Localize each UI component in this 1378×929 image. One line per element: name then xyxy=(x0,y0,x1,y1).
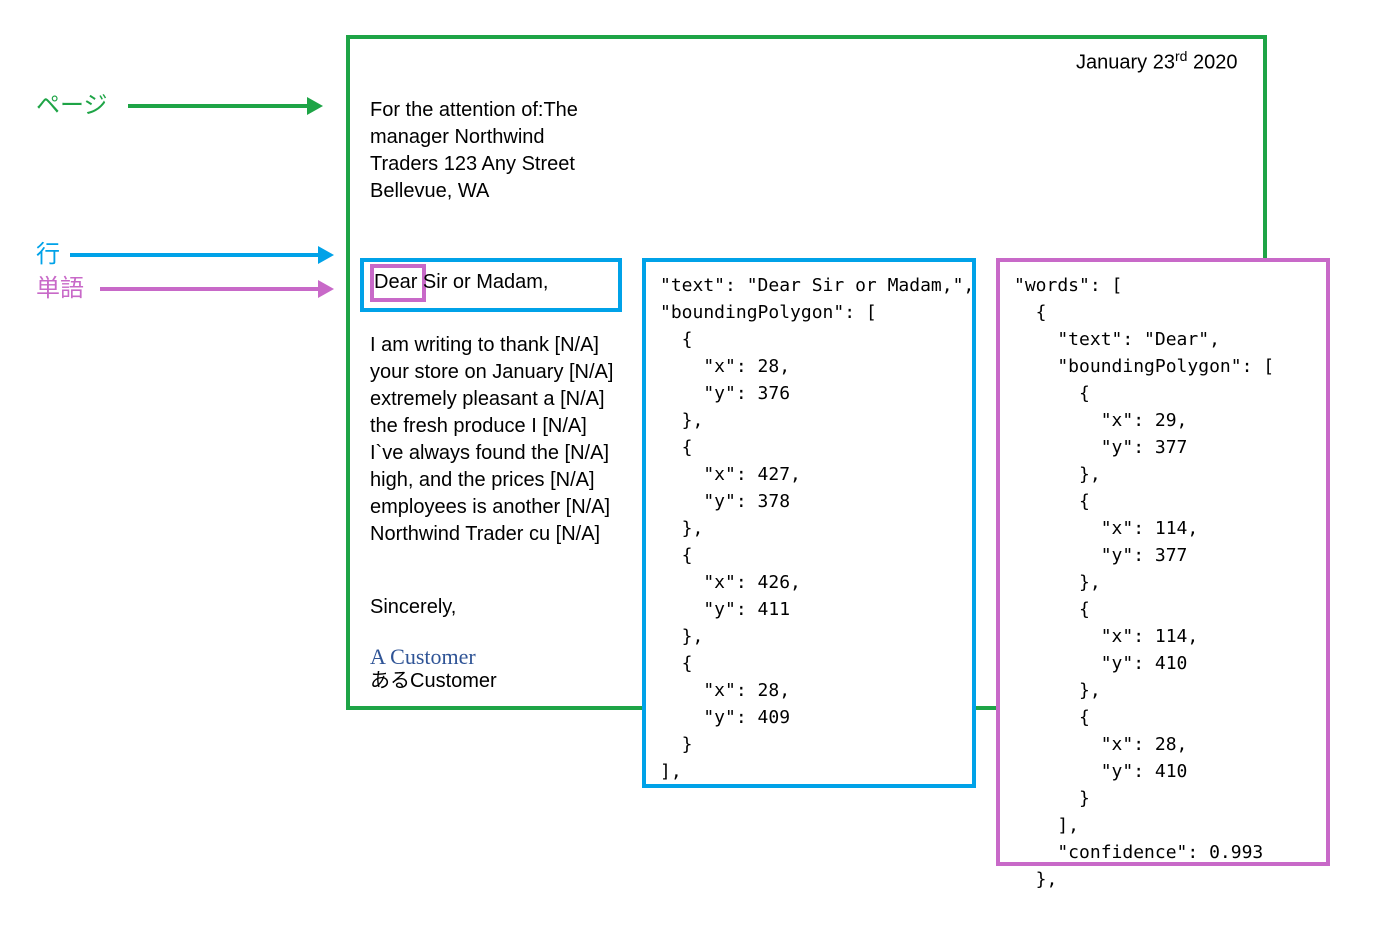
arrow-line-shape xyxy=(70,253,319,257)
date-suffix: 2020 xyxy=(1187,52,1237,74)
arrow-line-shape xyxy=(128,104,308,108)
label-line: 行 xyxy=(36,234,60,269)
attention-line: For the attention of:The xyxy=(370,97,578,124)
letter-greeting: Dear Sir or Madam, xyxy=(374,269,549,296)
body-line: I`ve always found the [N/A] xyxy=(370,440,613,467)
letter-attention: For the attention of:Themanager Northwin… xyxy=(370,97,578,205)
signature-plain-text: あるCustomer xyxy=(370,670,497,692)
attention-line: Bellevue, WA xyxy=(370,178,578,205)
body-line: Northwind Trader cu [N/A] xyxy=(370,521,613,548)
code-line-box: "text": "Dear Sir or Madam,", "boundingP… xyxy=(642,258,976,788)
body-line: employees is another [N/A] xyxy=(370,494,613,521)
label-page-text: ページ xyxy=(36,92,108,119)
code-word-content: "words": [ { "text": "Dear", "boundingPo… xyxy=(1014,275,1274,890)
attention-line: Traders 123 Any Street xyxy=(370,151,578,178)
arrow-line-shape xyxy=(100,287,319,291)
date-sup: rd xyxy=(1175,48,1187,64)
letter-signature-plain: あるCustomer xyxy=(370,668,497,695)
label-line-text: 行 xyxy=(36,241,60,268)
closing-text: Sincerely, xyxy=(370,596,456,618)
code-word-box: "words": [ { "text": "Dear", "boundingPo… xyxy=(996,258,1330,866)
code-line-content: "text": "Dear Sir or Madam,", "boundingP… xyxy=(660,275,974,782)
date-prefix: January 23 xyxy=(1076,52,1175,74)
greeting-text: Dear Sir or Madam, xyxy=(374,271,549,293)
letter-body: I am writing to thank [N/A]your store on… xyxy=(370,332,613,548)
label-word: 単語 xyxy=(36,268,84,303)
label-word-text: 単語 xyxy=(36,275,84,302)
signature-cursive-text: A Customer xyxy=(370,644,476,669)
body-line: your store on January [N/A] xyxy=(370,359,613,386)
body-line: extremely pleasant a [N/A] xyxy=(370,386,613,413)
arrow-head-icon xyxy=(307,97,323,115)
body-line: I am writing to thank [N/A] xyxy=(370,332,613,359)
letter-closing: Sincerely, xyxy=(370,594,456,621)
letter-date: January 23rd 2020 xyxy=(1076,47,1237,77)
body-line: high, and the prices [N/A] xyxy=(370,467,613,494)
attention-line: manager Northwind xyxy=(370,124,578,151)
body-line: the fresh produce I [N/A] xyxy=(370,413,613,440)
arrow-head-icon xyxy=(318,280,334,298)
label-page: ページ xyxy=(36,85,108,120)
arrow-head-icon xyxy=(318,246,334,264)
